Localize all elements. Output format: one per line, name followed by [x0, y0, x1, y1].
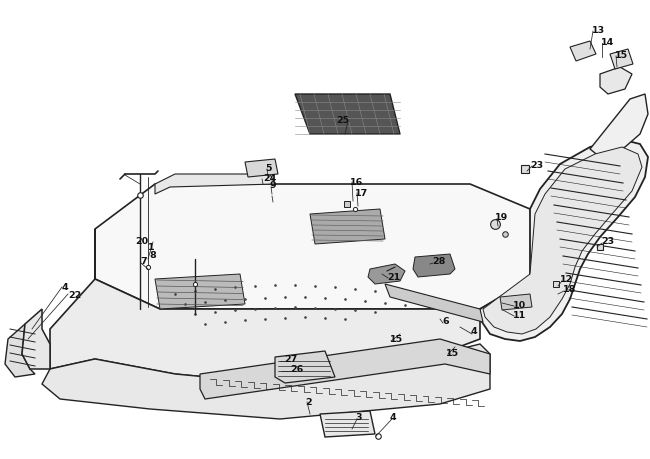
Polygon shape: [295, 95, 400, 134]
Polygon shape: [5, 325, 35, 377]
Text: 24: 24: [263, 173, 276, 182]
Text: 7: 7: [140, 257, 147, 266]
Polygon shape: [500, 294, 532, 310]
Text: 26: 26: [290, 365, 304, 374]
Text: 25: 25: [336, 115, 349, 124]
Text: 21: 21: [387, 272, 400, 281]
Polygon shape: [590, 95, 648, 157]
Text: 15: 15: [390, 335, 403, 344]
Polygon shape: [385, 285, 483, 322]
Text: 15: 15: [446, 348, 459, 357]
Text: 4: 4: [62, 283, 69, 292]
Text: 4: 4: [471, 327, 478, 336]
Text: 4: 4: [390, 413, 396, 421]
Text: 12: 12: [560, 275, 573, 284]
Polygon shape: [413, 254, 455, 277]
Text: 23: 23: [601, 237, 614, 246]
Polygon shape: [368, 264, 405, 285]
Polygon shape: [200, 339, 490, 399]
Text: 16: 16: [350, 177, 363, 186]
Text: 20: 20: [135, 237, 148, 246]
Polygon shape: [22, 309, 50, 369]
Text: 1: 1: [148, 243, 155, 252]
Text: 10: 10: [513, 300, 526, 309]
Polygon shape: [155, 174, 275, 195]
Text: 9: 9: [270, 180, 277, 189]
Text: 2: 2: [305, 397, 311, 407]
Text: 5: 5: [265, 163, 272, 172]
Text: 14: 14: [601, 38, 614, 46]
Text: 23: 23: [530, 160, 543, 169]
Text: 27: 27: [284, 355, 297, 364]
Text: 19: 19: [495, 213, 508, 222]
Polygon shape: [600, 68, 632, 95]
Text: 8: 8: [149, 250, 156, 259]
Text: 11: 11: [513, 310, 526, 319]
Polygon shape: [95, 185, 540, 309]
Text: 3: 3: [355, 413, 361, 421]
Polygon shape: [320, 411, 375, 437]
Text: 13: 13: [592, 25, 605, 34]
Polygon shape: [245, 160, 278, 178]
Polygon shape: [42, 344, 490, 419]
Text: 17: 17: [355, 188, 369, 197]
Polygon shape: [570, 42, 596, 62]
Text: 15: 15: [615, 50, 628, 59]
Polygon shape: [483, 148, 642, 334]
Polygon shape: [610, 50, 633, 70]
Text: 18: 18: [563, 285, 577, 294]
Text: 22: 22: [68, 290, 81, 299]
Polygon shape: [155, 274, 245, 309]
Polygon shape: [480, 140, 648, 341]
Polygon shape: [275, 351, 335, 383]
Polygon shape: [310, 210, 385, 245]
Text: 28: 28: [432, 257, 445, 266]
Text: 6: 6: [442, 317, 448, 326]
Polygon shape: [50, 230, 480, 384]
